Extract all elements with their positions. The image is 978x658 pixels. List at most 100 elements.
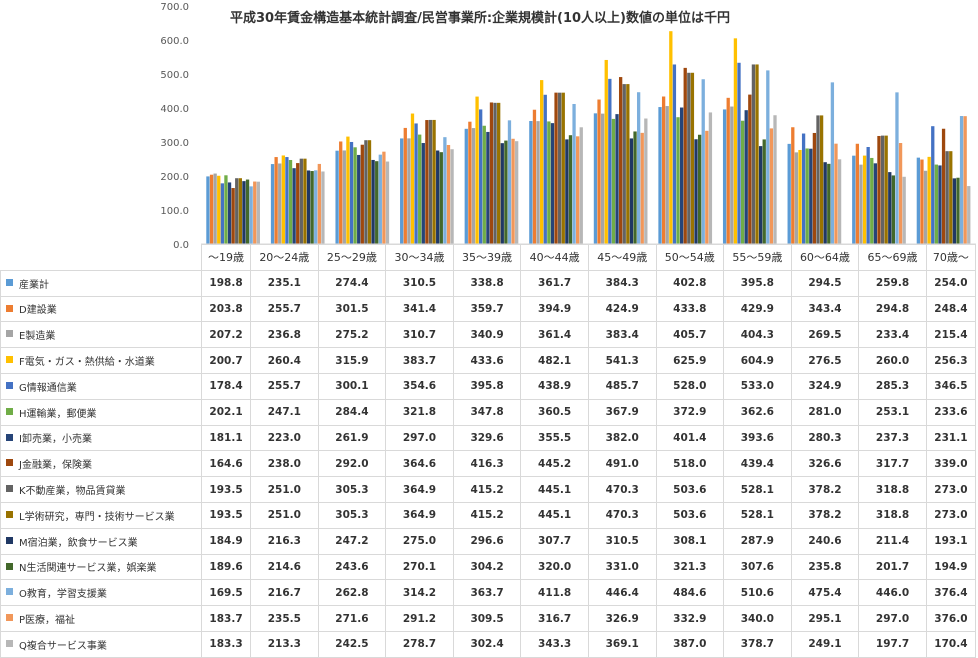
data-label: 332.9: [655, 605, 725, 632]
bar: [708, 112, 713, 244]
legend-label: Q複合サービス事業: [19, 640, 107, 652]
y-tick-label: 100.0: [160, 206, 189, 217]
bar: [342, 150, 346, 244]
data-label: 533.0: [723, 372, 792, 400]
bar: [769, 128, 774, 244]
bar: [945, 151, 949, 244]
legend-swatch: [6, 278, 13, 286]
bar: [593, 113, 598, 244]
data-label: 280.3: [790, 424, 860, 452]
data-label: 364.9: [385, 476, 454, 503]
bar: [554, 92, 558, 244]
bar: [489, 102, 494, 245]
data-label: 233.6: [925, 398, 977, 426]
bar: [834, 143, 838, 244]
table-row: G情報通信業 178.4 255.7 300.1 354.6 395.8 438.9 485.…: [0, 372, 977, 400]
data-label: 294.8: [858, 295, 927, 323]
legend-swatch: [6, 356, 13, 364]
data-label: 254.0: [925, 269, 977, 297]
bar: [938, 165, 942, 244]
data-label: 181.1: [200, 424, 252, 452]
bar: [891, 175, 896, 244]
legend-swatch: [6, 407, 13, 415]
bar: [661, 96, 666, 244]
table-row: I卸売業，小売業 181.1 223.0 261.9 297.0 329.6 355.5 38…: [0, 424, 977, 452]
bar: [949, 151, 953, 244]
data-label: 402.8: [655, 269, 725, 297]
data-label: 302.4: [452, 630, 522, 658]
legend-entry: D建設業: [0, 295, 202, 323]
data-label: 341.4: [385, 295, 454, 323]
bar: [952, 178, 957, 244]
bar: [245, 179, 250, 244]
bar: [439, 152, 443, 244]
data-label: 369.1: [587, 630, 657, 658]
bar: [737, 62, 741, 244]
bar: [565, 139, 569, 244]
data-label: 326.9: [587, 605, 657, 632]
data-label: 438.9: [520, 372, 589, 400]
data-label: 273.0: [925, 476, 977, 503]
bar: [407, 138, 411, 244]
data-label: 355.5: [520, 424, 589, 452]
bar: [335, 150, 339, 244]
data-label: 307.7: [520, 527, 589, 555]
bar: [507, 120, 512, 244]
bar: [959, 116, 964, 244]
bar: [801, 133, 806, 244]
bar: [403, 127, 407, 244]
data-label: 470.3: [587, 476, 657, 503]
bar: [866, 147, 870, 244]
data-label: 331.0: [587, 553, 657, 581]
table-corner: [0, 244, 202, 271]
bar: [206, 176, 210, 244]
data-label: 284.4: [317, 398, 387, 426]
bar: [217, 175, 221, 244]
data-label: 216.3: [250, 527, 319, 555]
data-label: 445.1: [520, 476, 589, 503]
data-label: 262.8: [317, 579, 387, 607]
data-table: ～19歳 20～24歳 25～29歳 30～34歳 35～39歳 40～44歳 45～49歳…: [0, 244, 977, 658]
data-label: 395.8: [723, 269, 792, 297]
bar: [812, 132, 817, 244]
x-tick-label: 70歳～: [925, 244, 977, 271]
data-label: 305.3: [317, 501, 387, 529]
bar: [227, 182, 232, 244]
data-label: 315.9: [317, 347, 387, 374]
legend-label: N生活関連サービス業，娯楽業: [19, 563, 157, 575]
bar: [353, 147, 357, 244]
bar: [357, 154, 361, 244]
legend-label: P医療，福祉: [19, 615, 76, 627]
bar: [805, 148, 809, 244]
table-row: F電気・ガス・熱供給・水道業 200.7 260.4 315.9 383.7 433.6 4…: [0, 347, 977, 374]
data-label: 235.8: [790, 553, 860, 581]
data-label: 383.7: [385, 347, 454, 374]
data-label: 184.9: [200, 527, 252, 555]
data-label: 207.2: [200, 321, 252, 349]
data-label: 541.3: [587, 347, 657, 374]
bar: [855, 143, 860, 244]
bar: [787, 143, 791, 244]
bar: [690, 72, 695, 244]
bar: [572, 103, 576, 245]
legend-label: K不動産業，物品賃貸業: [19, 486, 126, 498]
bar: [468, 121, 472, 244]
data-label: 518.0: [655, 450, 725, 478]
x-tick-label: 30～34歳: [385, 244, 454, 271]
data-label: 415.2: [452, 476, 522, 503]
data-label: 236.8: [250, 321, 319, 349]
data-label: 233.4: [858, 321, 927, 349]
data-label: 255.7: [250, 295, 319, 323]
bar: [618, 77, 623, 244]
bar: [306, 170, 311, 244]
bar: [679, 107, 684, 245]
data-label: 238.0: [250, 450, 319, 478]
data-label: 261.9: [317, 424, 387, 452]
data-label: 310.5: [587, 527, 657, 555]
legend-entry: F電気・ガス・熱供給・水道業: [0, 347, 202, 374]
bar: [213, 173, 217, 244]
data-label: 361.7: [520, 269, 589, 297]
data-label: 367.9: [587, 398, 657, 426]
data-label: 376.4: [925, 579, 977, 607]
data-label: 625.9: [655, 347, 725, 374]
